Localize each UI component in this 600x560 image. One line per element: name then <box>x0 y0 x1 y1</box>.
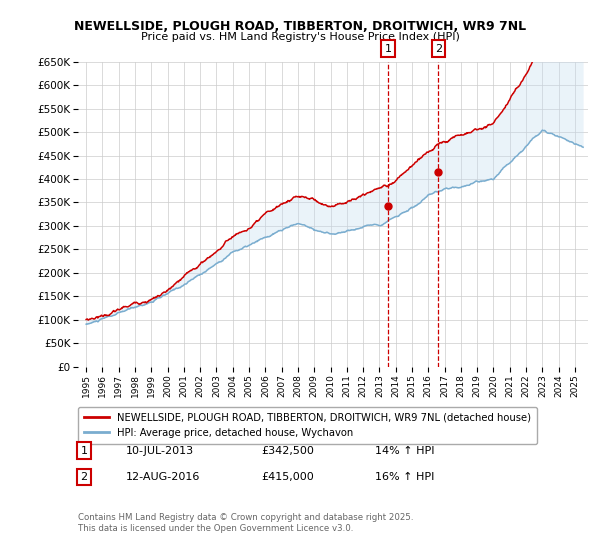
Text: 10-JUL-2013: 10-JUL-2013 <box>126 446 194 456</box>
Text: £342,500: £342,500 <box>261 446 314 456</box>
Text: 2: 2 <box>80 472 88 482</box>
Text: £415,000: £415,000 <box>261 472 314 482</box>
Text: This data is licensed under the Open Government Licence v3.0.: This data is licensed under the Open Gov… <box>78 524 353 533</box>
Text: 12-AUG-2016: 12-AUG-2016 <box>126 472 200 482</box>
Text: 1: 1 <box>385 44 392 54</box>
Text: Contains HM Land Registry data © Crown copyright and database right 2025.: Contains HM Land Registry data © Crown c… <box>78 513 413 522</box>
Text: NEWELLSIDE, PLOUGH ROAD, TIBBERTON, DROITWICH, WR9 7NL: NEWELLSIDE, PLOUGH ROAD, TIBBERTON, DROI… <box>74 20 526 32</box>
Text: 14% ↑ HPI: 14% ↑ HPI <box>375 446 434 456</box>
Legend: NEWELLSIDE, PLOUGH ROAD, TIBBERTON, DROITWICH, WR9 7NL (detached house), HPI: Av: NEWELLSIDE, PLOUGH ROAD, TIBBERTON, DROI… <box>78 407 537 444</box>
Text: 2: 2 <box>435 44 442 54</box>
Text: Price paid vs. HM Land Registry's House Price Index (HPI): Price paid vs. HM Land Registry's House … <box>140 32 460 42</box>
Text: 1: 1 <box>80 446 88 456</box>
Text: 16% ↑ HPI: 16% ↑ HPI <box>375 472 434 482</box>
